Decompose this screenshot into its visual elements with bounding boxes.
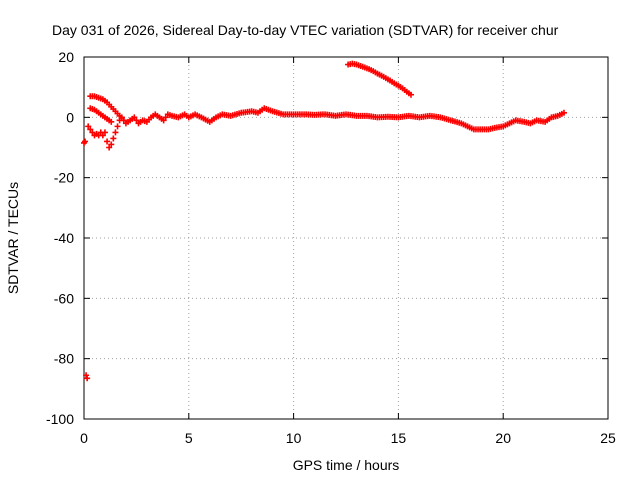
series-arc-2 bbox=[87, 105, 115, 125]
data-point bbox=[82, 138, 89, 145]
data-point bbox=[99, 132, 106, 139]
data-point bbox=[160, 117, 167, 124]
chart-title: Day 031 of 2026, Sidereal Day-to-day VTE… bbox=[52, 22, 559, 38]
x-tick-label: 25 bbox=[600, 430, 616, 446]
data-point bbox=[407, 91, 414, 98]
data-point bbox=[89, 129, 96, 136]
y-tick-label: -100 bbox=[46, 411, 74, 427]
data-point bbox=[133, 117, 140, 124]
data-point bbox=[87, 126, 94, 133]
data-point bbox=[85, 123, 92, 130]
series-arc-1 bbox=[87, 93, 127, 124]
y-tick-label: -40 bbox=[54, 230, 74, 246]
data-point bbox=[106, 144, 113, 151]
x-tick-label: 5 bbox=[185, 430, 193, 446]
x-tick-label: 15 bbox=[391, 430, 407, 446]
y-axis-label: SDTVAR / TECUs bbox=[5, 182, 21, 294]
y-tick-label: -20 bbox=[54, 170, 74, 186]
x-tick-label: 10 bbox=[286, 430, 302, 446]
data-point bbox=[101, 129, 108, 136]
y-tick-label: -60 bbox=[54, 290, 74, 306]
data-point bbox=[112, 129, 119, 136]
data-point bbox=[84, 375, 91, 382]
data-point bbox=[83, 372, 90, 379]
x-tick-label: 0 bbox=[80, 430, 88, 446]
y-tick-label: 0 bbox=[66, 109, 74, 125]
series-high-arc bbox=[345, 60, 414, 98]
x-axis-label: GPS time / hours bbox=[293, 457, 400, 473]
x-tick-label: 20 bbox=[495, 430, 511, 446]
y-tick-label: 20 bbox=[58, 49, 74, 65]
data-point bbox=[560, 109, 567, 116]
data-point bbox=[162, 114, 169, 121]
data-point bbox=[108, 118, 115, 125]
data-point bbox=[120, 117, 127, 124]
plot-frame bbox=[83, 56, 609, 420]
y-tick-label: -80 bbox=[54, 351, 74, 367]
data-point bbox=[110, 135, 117, 142]
data-points bbox=[81, 60, 567, 382]
grid-lines bbox=[84, 57, 608, 419]
data-point bbox=[108, 141, 115, 148]
data-point bbox=[131, 114, 138, 121]
series-main-band bbox=[81, 105, 567, 382]
data-point bbox=[104, 138, 111, 145]
data-point bbox=[114, 123, 121, 130]
x-axis-ticks: 0 5 10 15 20 25 bbox=[80, 57, 616, 446]
y-axis-ticks: -100 -80 -60 -40 -20 0 20 bbox=[46, 49, 608, 427]
